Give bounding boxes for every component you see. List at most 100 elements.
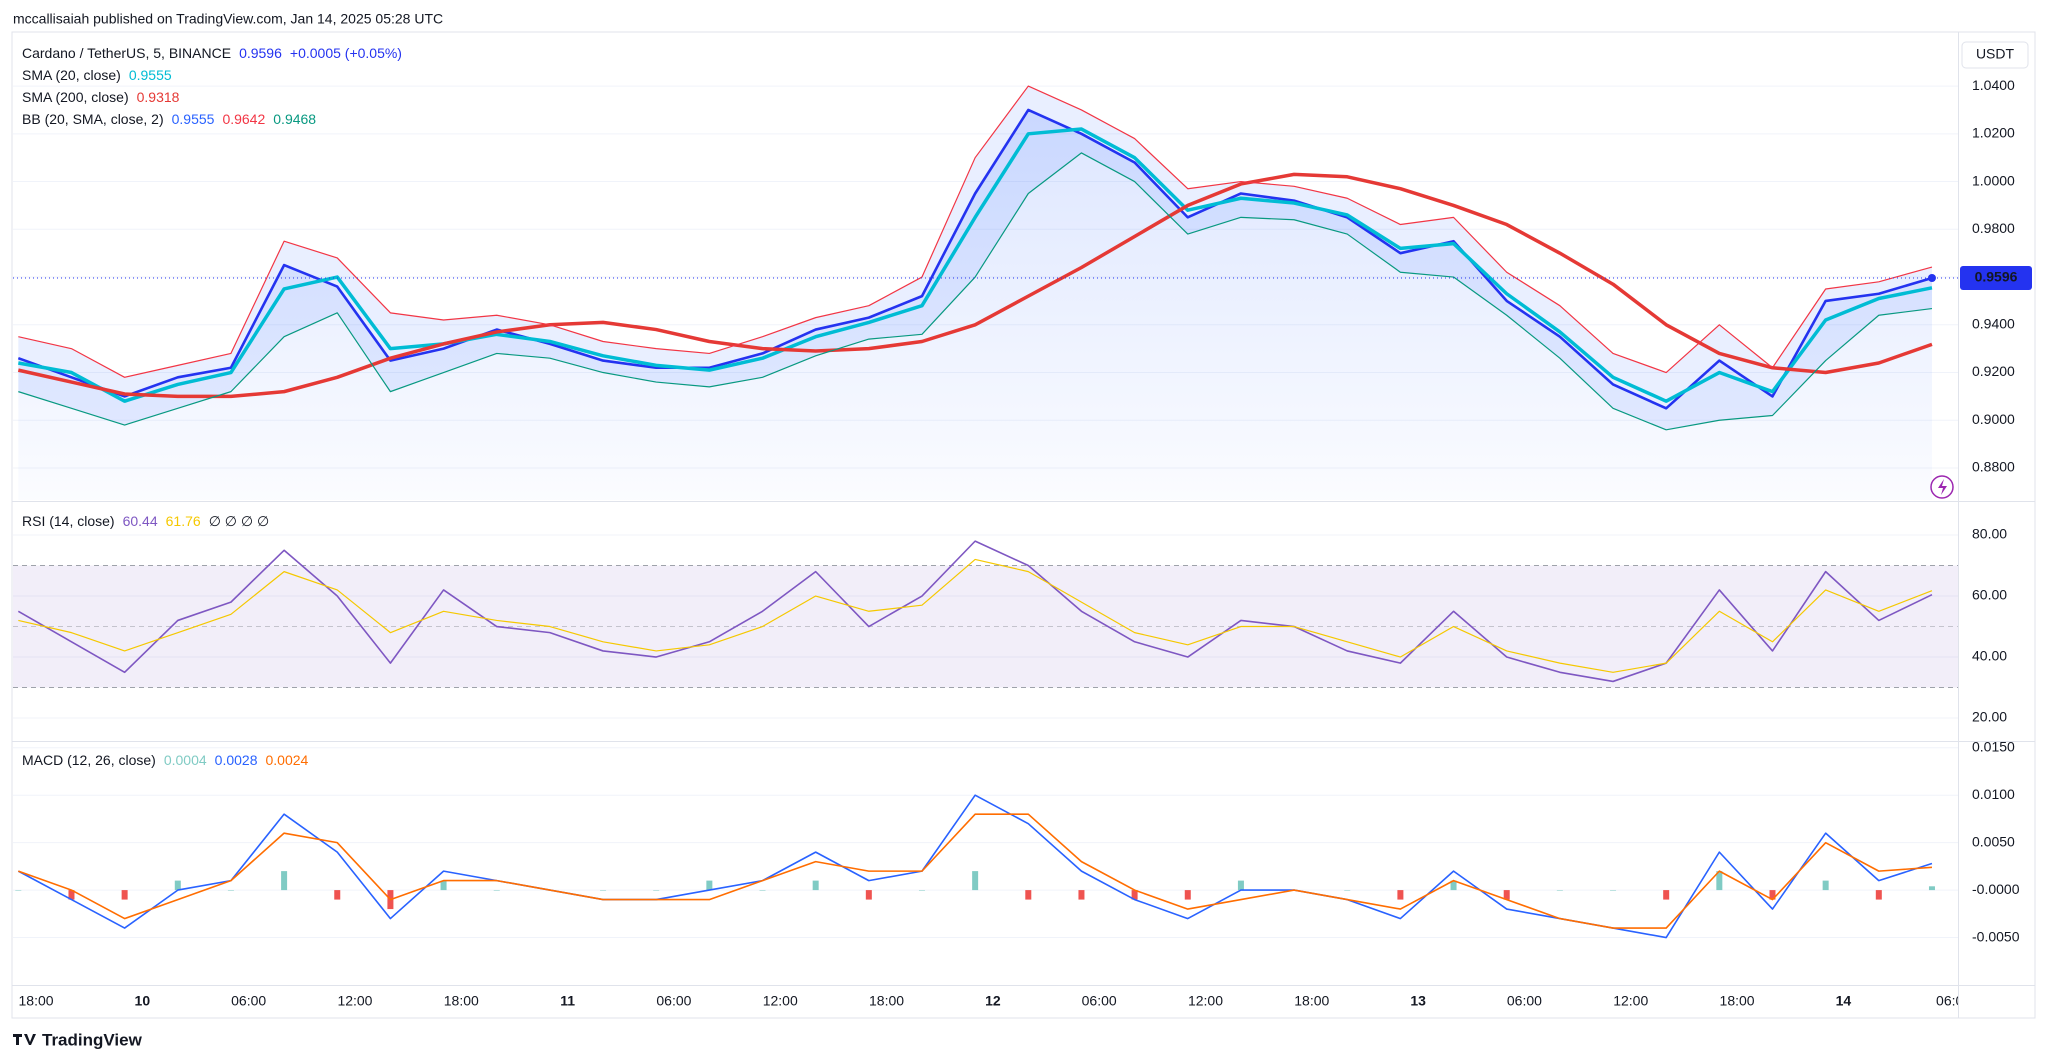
x-tick-label: 06:0 [1936,993,1963,1009]
logo-mark [13,1034,36,1045]
legend-name: BB (20, SMA, close, 2) [22,111,164,127]
x-tick-label: 12:00 [337,993,372,1009]
histogram-bar [706,880,713,891]
legend-name: SMA (20, close) [22,67,121,83]
histogram-bar [1716,871,1723,891]
histogram-bar [1184,890,1191,900]
y-tick-label: 20.00 [1972,709,2007,725]
x-tick-label: 12:00 [763,993,798,1009]
footer-logo: TradingView [13,1030,143,1049]
y-tick-label: 0.0150 [1972,738,2015,754]
histogram-bar [972,871,979,891]
series-line [18,85,1933,378]
histogram-bar [121,890,128,900]
histogram-bar [15,890,22,891]
histogram-bar [1344,890,1351,891]
histogram-bar [812,880,819,891]
histogram-bar [281,871,288,891]
y-tick-label: 80.00 [1972,526,2007,542]
x-tick-label: 10 [135,993,151,1009]
histogram-bar [1822,880,1829,891]
histogram-bar [68,890,75,900]
bollinger-fill [18,86,1932,430]
histogram-bar [1237,880,1244,891]
x-tick-label: 18:00 [869,993,904,1009]
legend-change: +0.0005 (+0.05%) [290,45,402,61]
histogram-bar [600,890,607,891]
legend-value: 0.9642 [222,111,265,127]
series-line [17,540,1933,683]
histogram-bar [334,890,341,900]
y-tick-label: -0.0050 [1972,928,2020,944]
series-line [18,152,1933,431]
y-tick-label: 1.0000 [1972,172,2015,188]
alert-icon-bolt [1938,479,1947,495]
panel [13,534,1958,719]
histogram-bar [1450,880,1457,891]
currency-box [1961,41,2029,69]
last-price-tag [1960,265,2032,290]
histogram-bar [1556,890,1563,891]
histogram-bar [918,890,925,891]
y-tick-label: -0.0000 [1972,881,2020,897]
series-line [17,172,1933,399]
histogram-bar [1663,890,1670,900]
y-tick-label: 0.0100 [1972,786,2015,802]
legend-value: 0.0024 [265,752,308,768]
histogram-bar [759,890,766,891]
legend-value: 0.9555 [172,111,215,127]
x-tick-label: 18:00 [444,993,479,1009]
histogram-bar [227,890,234,891]
legend-value: 0.9596 [239,45,282,61]
histogram-bar [865,890,872,900]
brand-name: TradingView [42,1030,143,1049]
x-tick-label: 18:00 [1294,993,1329,1009]
y-tick-label: 1.0200 [1972,125,2015,141]
y-tick-label: 0.9000 [1972,411,2015,427]
x-tick-label: 06:00 [1507,993,1542,1009]
legend-value: 61.76 [166,513,201,529]
legend-row: MACD (12, 26, close) 0.0004 0.0028 0.0024 [22,752,309,768]
histogram-bar [653,890,660,891]
legend-row: SMA (20, close) 0.9555 [22,67,172,83]
x-tick-label: 06:00 [231,993,266,1009]
legend-row: Cardano / TetherUS, 5, BINANCE 0.9596 +0.0… [22,45,402,61]
x-tick-label: 18:00 [19,993,54,1009]
series-line [17,108,1933,410]
legend-name: Cardano / TetherUS, 5, BINANCE [22,45,231,61]
legend-row: SMA (200, close) 0.9318 [22,89,180,105]
histogram-bar [1875,890,1882,900]
panel [13,85,1958,500]
histogram-bar [1769,890,1776,900]
histogram-bar [1397,890,1404,900]
legend-value: 0.9318 [137,89,180,105]
legend-name: MACD (12, 26, close) [22,752,156,768]
x-tick-label: 18:00 [1720,993,1755,1009]
histogram-bar [1610,890,1617,891]
x-tick-label: 06:00 [1082,993,1117,1009]
series-line [18,813,1933,929]
legend-value: 0.0028 [215,752,258,768]
histogram-bar [493,890,500,891]
last-price-label: 0.9596 [1975,269,2018,285]
legend-name: SMA (200, close) [22,89,129,105]
series-line [18,127,1933,403]
price-area [18,109,1932,500]
x-tick-label: 06:00 [656,993,691,1009]
last-price-dot [1927,273,1936,282]
legend-value: 60.44 [123,513,158,529]
x-tick-label: 13 [1410,993,1426,1009]
x-tick-label: 12 [985,993,1001,1009]
y-tick-label: 0.9800 [1972,220,2015,236]
histogram-bar [1078,890,1085,900]
legend-value: 0.9468 [273,111,316,127]
y-tick-label: 40.00 [1972,648,2007,664]
legend-row: BB (20, SMA, close, 2) 0.9555 0.9642 0.9468 [22,111,316,127]
currency-label: USDT [1976,46,2015,62]
time-axis: 18:00 10 06:00 12:00 18:00 11 06:00 12:00 18:00 1… [19,993,1963,1009]
y-tick-label: 0.9200 [1972,363,2015,379]
publisher-info: mccallisaiah published on TradingView.co… [13,11,443,27]
legend-row: RSI (14, close) 60.44 61.76 ∅ ∅ ∅ ∅ [22,513,269,529]
histogram-bar [1928,886,1935,891]
